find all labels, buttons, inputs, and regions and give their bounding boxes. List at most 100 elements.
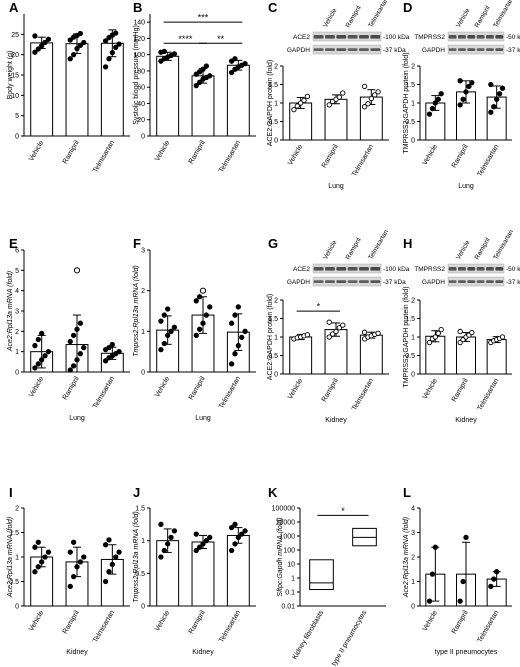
x-tick-label: Vehicle [422,377,439,400]
data-point [207,73,213,79]
x-axis-label: Kidney [325,417,347,424]
blot-lane-label: Vehicle [455,7,472,29]
data-point [74,326,80,332]
y-tick-label: 2 [274,64,278,71]
data-point [106,537,112,543]
data-point [67,56,73,62]
y-tick-label: 0.5 [135,571,145,578]
y-tick-label: 10000 [276,520,296,527]
x-tick-label: Ramipril [451,609,470,635]
data-point [239,531,245,537]
y-tick-label: 0 [411,372,415,379]
data-point [435,330,441,336]
data-point [70,539,77,545]
x-tick-label: Telmisartan [476,143,500,178]
data-point [200,541,206,547]
blot-row-label: GAPDH [422,279,445,286]
data-point [113,44,119,50]
blot-band [486,267,494,271]
blot-row-label: ACE2 [293,34,310,41]
significance-label: * [341,506,345,516]
x-tick-label: Ramipril [62,375,81,401]
data-point [435,96,441,102]
y-tick-label: 0.01 [281,604,295,611]
y-tick-label: 140 [133,20,145,27]
y-tick-label: 0.5 [268,353,278,360]
data-point [42,554,48,560]
data-point [165,541,171,547]
blot-row-label: GAPDH [287,279,310,286]
x-tick-label: Vehicle [28,375,45,398]
data-point [232,312,238,318]
data-point [242,328,248,334]
data-point [35,539,41,545]
data-point [488,81,494,88]
y-tick-label: 0.5 [405,353,415,360]
blot-strip [447,263,505,274]
data-point [469,329,475,336]
blot-band [458,35,466,39]
data-point [193,82,199,89]
x-tick-label: Vehicle [422,609,439,632]
y-tick-label: 0.5 [268,119,278,126]
blot-strip [312,276,382,287]
y-axis-label: Ace2:Rpl13a mRNA (fold) [7,517,14,598]
data-point [494,96,500,102]
data-point [329,331,336,337]
y-tick-label: 1.5 [268,316,278,323]
y-axis-label: Ace2:Rpl13a mRNA (fold) [403,517,410,598]
data-point [74,564,80,570]
data-point [438,91,444,97]
blot-band [347,267,358,271]
data-point [340,90,346,96]
x-tick-label: Telmisartan [218,139,242,174]
data-point [171,324,178,330]
data-point [488,109,494,115]
data-point [326,334,332,340]
blot-band [486,35,494,39]
data-point [77,320,84,326]
data-point [81,39,87,46]
data-point [77,559,84,565]
y-tick-label: 0 [274,138,278,145]
panel-letter: A [9,0,19,15]
y-tick-label: 3 [141,248,145,255]
data-point [77,42,84,48]
data-point [45,349,52,355]
y-tick-label: 4 [15,288,19,295]
blot-lane-label: Ramipril [474,4,492,29]
data-point [207,304,213,310]
data-point [32,365,38,371]
data-point [42,353,48,359]
data-point [116,41,122,47]
x-tick-label: Telmisartan [218,375,242,410]
data-point [113,30,119,36]
y-tick-label: 20 [11,52,19,59]
data-point [39,43,45,49]
y-tick-label: 3 [15,309,19,316]
y-tick-label: 2 [411,298,415,305]
data-point [336,94,343,100]
data-point [466,83,472,90]
data-point [432,544,438,550]
y-tick-label: 120 [133,36,145,43]
data-point [432,100,438,106]
data-point [168,328,174,334]
y-axis-label: TMPRSS2:GAPDH protein (fold) [403,286,410,387]
data-point [457,598,463,604]
y-axis-label: Ace2:Rpl13a mRNA (fold) [7,271,14,352]
data-point [74,357,80,363]
y-tick-label: 10 [11,93,19,100]
blot-band [486,48,494,51]
x-axis-label: Lung [458,183,474,190]
y-tick-label: 1 [15,555,19,562]
data-point [74,45,80,52]
data-point [457,78,463,84]
x-tick-label: Ramipril [188,139,207,165]
data-point [496,91,503,97]
